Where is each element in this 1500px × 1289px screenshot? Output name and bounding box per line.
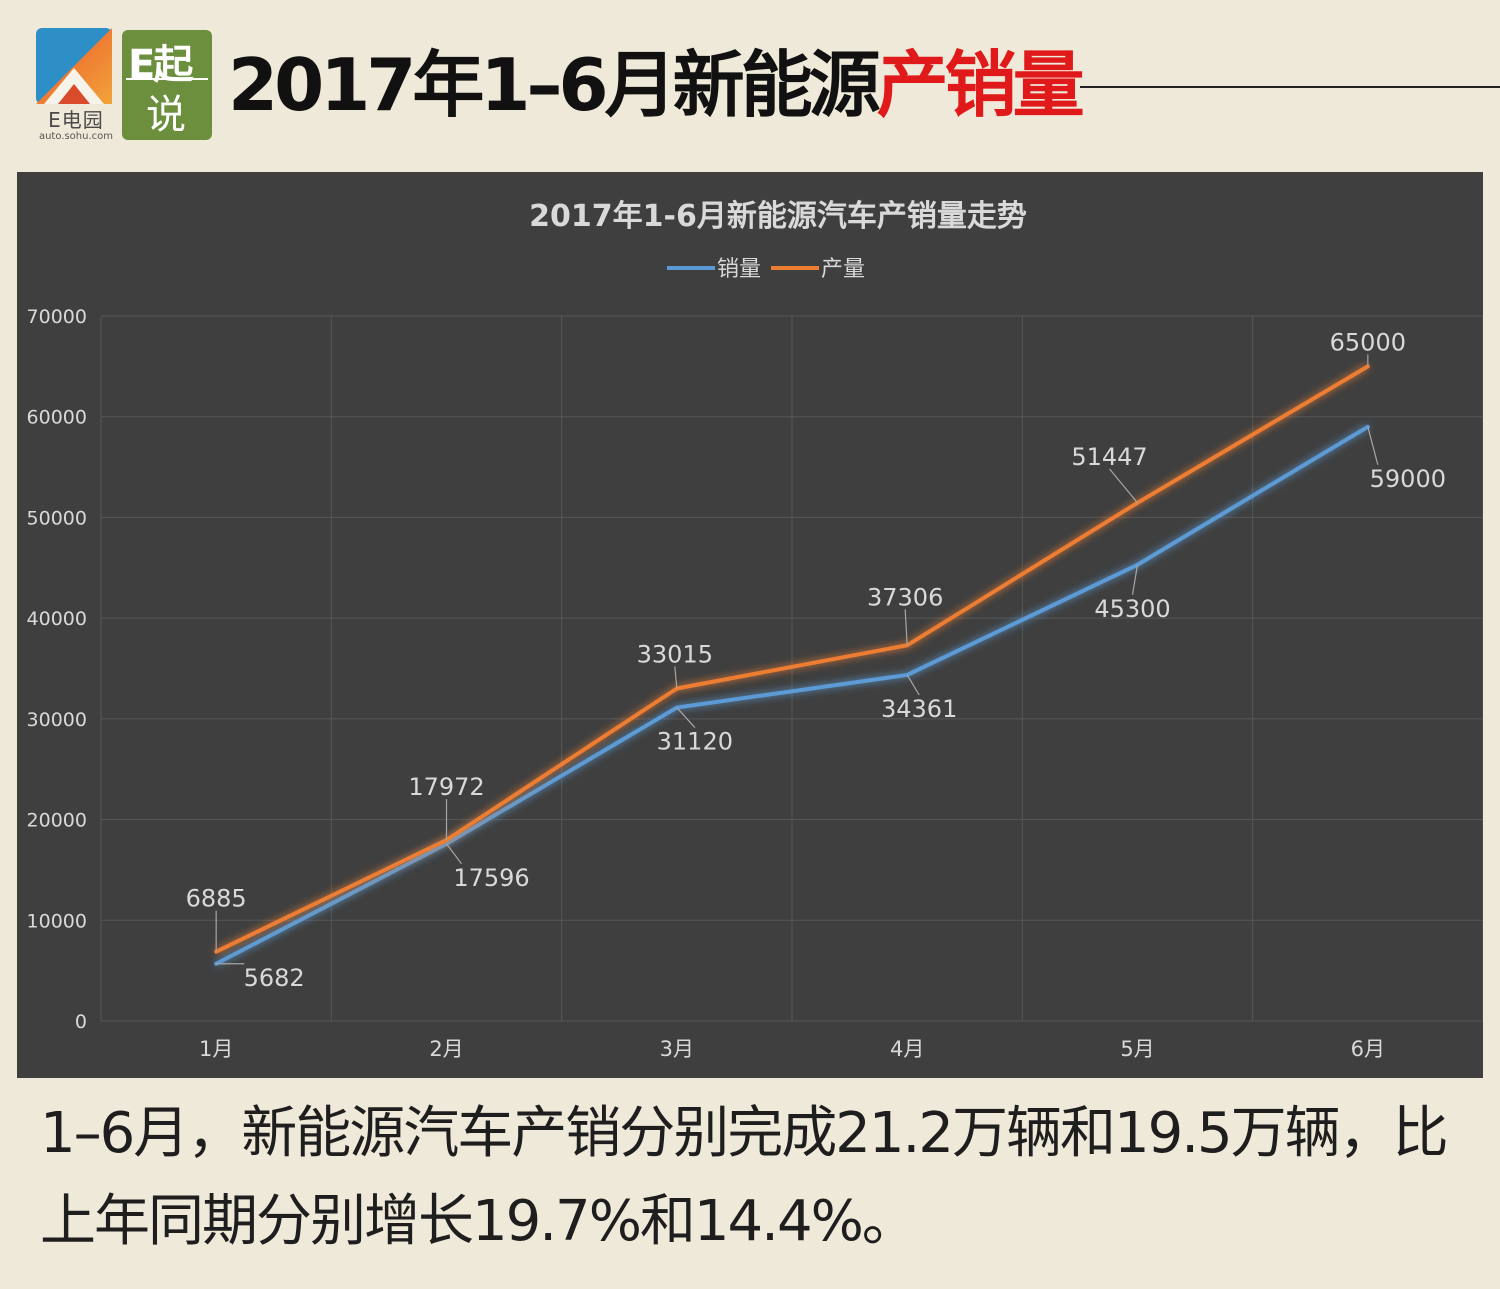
edianyuan-logo-url: auto.sohu.com (38, 131, 114, 142)
x-axis-labels: 1月 2月 3月 4月 5月 6月 (199, 1037, 1385, 1061)
caption-line-1: 1–6月，新能源汽车产销分别完成21.2万辆和19.5万辆，比 (40, 1101, 1449, 1166)
data-label-1-3: 37306 (867, 583, 943, 611)
data-label-0-3: 34361 (881, 695, 957, 723)
data-point-0-5 (1365, 424, 1370, 429)
edianyuan-logo-text: E电园 (48, 108, 104, 132)
caption-line-2: 上年同期分别增长19.7%和14.4%。 (40, 1189, 918, 1254)
chart-legend: 销量 产量 (667, 257, 865, 282)
x-tick-label-3: 4月 (890, 1037, 924, 1061)
y-tick-label-0: 0 (75, 1011, 87, 1033)
leader-line-1-2 (674, 666, 678, 689)
legend-label-1: 产量 (821, 257, 865, 282)
y-tick-label-6: 60000 (27, 407, 87, 429)
page-title-main: 2017年1–6月新能源 (228, 43, 881, 127)
data-label-1-5: 65000 (1330, 328, 1406, 356)
x-tick-label-2: 3月 (660, 1037, 694, 1061)
x-tick-label-5: 6月 (1351, 1037, 1385, 1061)
header: E电园 auto.sohu.com E起 说 2017年1–6月新能源产销量 (0, 0, 1500, 160)
leader-line-0-4 (1131, 564, 1139, 595)
leader-line-0-5 (1367, 426, 1379, 465)
chart-title: 2017年1-6月新能源汽车产销量走势 (529, 199, 1027, 234)
page-title: 2017年1–6月新能源产销量 (228, 40, 1085, 130)
page-title-highlight: 产销量 (876, 43, 1085, 127)
series-line-1 (215, 364, 1369, 954)
eqishuo-logo-divider (126, 78, 208, 80)
title-rule-divider (1080, 86, 1500, 88)
data-label-1-1: 17972 (408, 773, 484, 801)
x-tick-label-0: 1月 (199, 1037, 233, 1061)
line-chart: 2017年1-6月新能源汽车产销量走势 销量 产量 0 10000 20000 3000… (27, 199, 1483, 1061)
edianyuan-logo-icon (36, 28, 112, 104)
y-tick-label-2: 20000 (27, 810, 87, 832)
data-label-1-4: 51447 (1071, 443, 1147, 471)
chart-grid (100, 315, 1483, 1022)
leader-line-0-2 (676, 707, 696, 728)
y-tick-label-7: 70000 (27, 306, 87, 328)
eqishuo-logo-bottom: 说 (146, 92, 186, 138)
data-label-1-2: 33015 (637, 640, 713, 668)
eqishuo-logo: E起 说 (122, 30, 212, 140)
data-label-0-5: 59000 (1370, 465, 1446, 493)
eqishuo-logo-top: E起 (128, 42, 193, 88)
data-labels: 5682 17596 31120 34361 45300 59000 6885 17972 33… (186, 328, 1446, 991)
data-label-0-1: 17596 (453, 864, 529, 892)
y-axis-labels: 0 10000 20000 30000 40000 50000 60000 70000 (27, 306, 87, 1033)
y-tick-label-4: 40000 (27, 608, 87, 630)
leader-line-1-3 (904, 609, 908, 646)
y-tick-label-1: 10000 (27, 910, 87, 932)
y-tick-label-3: 30000 (27, 709, 87, 731)
data-label-0-2: 31120 (657, 728, 733, 756)
caption: 1–6月，新能源汽车产销分别完成21.2万辆和19.5万辆，比 上年同期分别增长… (40, 1090, 1470, 1266)
data-label-0-4: 45300 (1094, 595, 1170, 623)
data-label-0-0: 5682 (244, 964, 305, 992)
leader-line-0-3 (906, 674, 920, 696)
series-line-0 (215, 425, 1369, 966)
chart-panel: 2017年1-6月新能源汽车产销量走势 销量 产量 0 10000 20000 3000… (17, 172, 1483, 1078)
leader-line-0-1 (446, 843, 462, 865)
data-label-1-0: 6885 (186, 885, 247, 913)
x-tick-label-1: 2月 (429, 1037, 463, 1061)
x-tick-label-4: 5月 (1120, 1037, 1154, 1061)
y-tick-label-5: 50000 (27, 507, 87, 529)
leader-line-1-4 (1109, 468, 1138, 504)
legend-label-0: 销量 (717, 257, 761, 282)
